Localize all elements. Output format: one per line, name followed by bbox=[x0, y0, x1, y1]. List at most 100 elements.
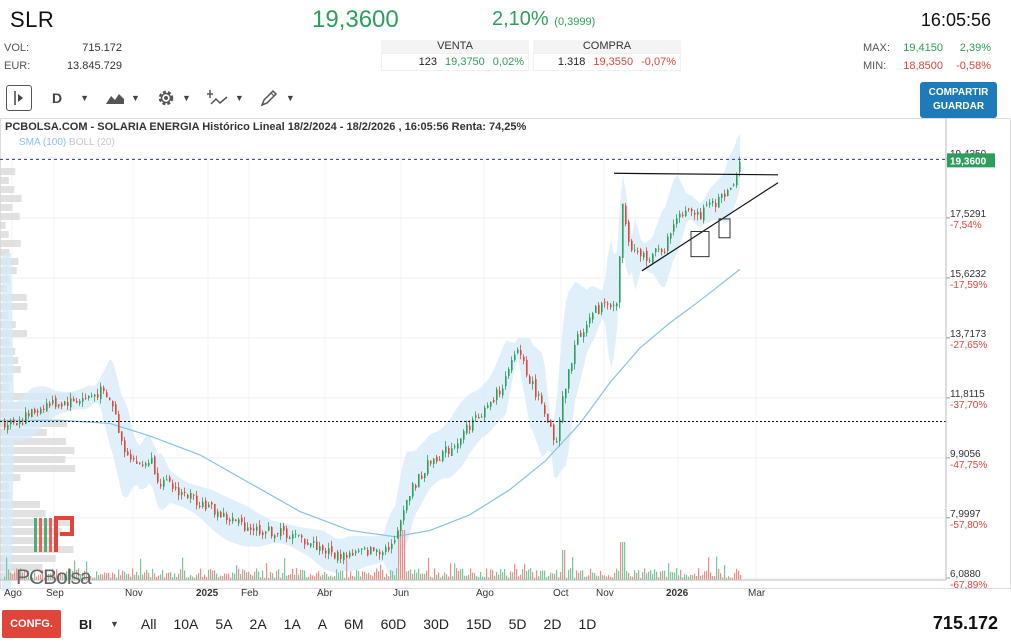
range-2d[interactable]: 2D bbox=[543, 616, 562, 632]
volume-bar bbox=[16, 568, 18, 580]
indicators-select[interactable]: ▼ bbox=[206, 86, 244, 110]
volume-bar bbox=[94, 577, 96, 580]
volume-bar bbox=[570, 568, 572, 580]
candle-body bbox=[595, 306, 597, 314]
volume-bar bbox=[402, 530, 404, 580]
share-save-button[interactable]: COMPARTIR GUARDAR bbox=[920, 82, 997, 118]
candle-body bbox=[196, 495, 198, 506]
volume-bar bbox=[86, 561, 88, 580]
legend-boll[interactable]: BOLL (20) bbox=[69, 137, 115, 148]
volume-bar bbox=[314, 576, 316, 580]
volume-bar bbox=[700, 575, 702, 580]
volume-bar bbox=[206, 576, 208, 580]
candle-body bbox=[682, 214, 684, 217]
range-15d[interactable]: 15D bbox=[465, 616, 492, 632]
candle-body bbox=[289, 537, 291, 539]
volume-bar bbox=[332, 576, 334, 580]
volume-bar bbox=[10, 572, 12, 580]
compra-box: COMPRA 1.318 19,3550 -0,07% bbox=[533, 40, 681, 71]
pencil-ruler-icon bbox=[260, 89, 277, 107]
candle-body bbox=[481, 416, 483, 418]
range-a[interactable]: A bbox=[317, 616, 328, 632]
volume-bar bbox=[614, 572, 616, 580]
range-10a[interactable]: 10A bbox=[173, 616, 199, 632]
candle-body bbox=[580, 332, 582, 337]
candle-body bbox=[91, 395, 93, 397]
volume-bar bbox=[482, 576, 484, 580]
volume-bar bbox=[580, 570, 582, 580]
volume-bar bbox=[676, 568, 678, 580]
candle-body bbox=[688, 208, 690, 210]
volume-bar bbox=[148, 572, 150, 580]
panel-toggle-button[interactable] bbox=[6, 85, 32, 111]
drawing-tools-select[interactable]: ▼ bbox=[260, 86, 295, 110]
range-5a[interactable]: 5A bbox=[215, 616, 233, 632]
candle-body bbox=[397, 531, 399, 539]
candle-body bbox=[490, 401, 492, 407]
candle-body bbox=[571, 363, 573, 372]
price-chart[interactable]: 19,435017,5291-7,54%15,6232-17,59%13,717… bbox=[0, 118, 1011, 605]
volume-profile-bar bbox=[0, 294, 27, 301]
volume-bar bbox=[512, 572, 514, 580]
range-60d[interactable]: 60D bbox=[380, 616, 407, 632]
range-1a[interactable]: 1A bbox=[283, 616, 301, 632]
range-6m[interactable]: 6M bbox=[344, 616, 364, 632]
volume-bar bbox=[290, 574, 292, 580]
volume-bar bbox=[224, 573, 226, 580]
volume-bar bbox=[726, 577, 728, 580]
max-label: MAX: bbox=[863, 42, 890, 54]
candle-body bbox=[391, 543, 393, 549]
volume-bar bbox=[80, 574, 82, 580]
candle-body bbox=[235, 519, 237, 522]
candle-body bbox=[484, 407, 486, 418]
y-tick-label: 9,9056 bbox=[950, 449, 981, 460]
volume-profile-bar bbox=[0, 447, 75, 454]
chart-type-select[interactable]: ▼ bbox=[105, 86, 140, 110]
stat-volume-label: VOL: bbox=[4, 42, 30, 54]
volume-bar bbox=[60, 571, 62, 580]
candle-body bbox=[58, 404, 60, 407]
volume-bar bbox=[250, 574, 252, 580]
candle-body bbox=[421, 475, 423, 479]
volume-bar bbox=[440, 577, 442, 580]
period-select[interactable]: D ▼ bbox=[52, 86, 89, 110]
config-button[interactable]: CONFG. bbox=[2, 610, 61, 638]
candle-body bbox=[577, 334, 579, 345]
settings-select[interactable]: ▼ bbox=[156, 86, 191, 110]
volume-bar bbox=[58, 576, 60, 580]
candle-body bbox=[94, 394, 96, 397]
volume-profile-bar bbox=[0, 168, 16, 175]
volume-bar bbox=[624, 542, 626, 580]
volume-bar bbox=[690, 574, 692, 580]
range-1d[interactable]: 1D bbox=[578, 616, 597, 632]
candle-body bbox=[337, 551, 339, 561]
range-all[interactable]: All bbox=[140, 616, 157, 632]
candle-body bbox=[556, 441, 558, 443]
candle-body bbox=[703, 207, 705, 221]
chart-canvas[interactable]: 19,435017,5291-7,54%15,6232-17,59%13,717… bbox=[0, 118, 1011, 605]
range-2a[interactable]: 2A bbox=[249, 616, 267, 632]
candle-body bbox=[169, 477, 171, 482]
volume-bar bbox=[230, 577, 232, 580]
range-30d[interactable]: 30D bbox=[423, 616, 449, 632]
quote-time: 16:05:56 bbox=[920, 10, 991, 30]
volume-bar bbox=[518, 576, 520, 580]
volume-bar bbox=[310, 574, 312, 580]
volume-bar bbox=[464, 575, 466, 580]
range-5d[interactable]: 5D bbox=[508, 616, 527, 632]
candle-body bbox=[175, 487, 177, 489]
volume-bar bbox=[472, 572, 474, 580]
chevron-down-icon[interactable]: ▼ bbox=[110, 619, 119, 629]
candle-body bbox=[19, 421, 21, 424]
candle-body bbox=[361, 548, 363, 550]
volume-bar bbox=[602, 575, 604, 580]
volume-bar bbox=[312, 575, 314, 580]
volume-profile-bar bbox=[0, 465, 76, 472]
indicator-select[interactable]: BI bbox=[79, 616, 92, 632]
candle-body bbox=[145, 463, 147, 466]
support-trendline bbox=[641, 182, 779, 272]
x-tick-label: Jun bbox=[393, 588, 409, 599]
y-tick-pct: -37,70% bbox=[950, 400, 987, 411]
legend-sma[interactable]: SMA (100) bbox=[19, 137, 67, 148]
candle-body bbox=[61, 403, 63, 407]
